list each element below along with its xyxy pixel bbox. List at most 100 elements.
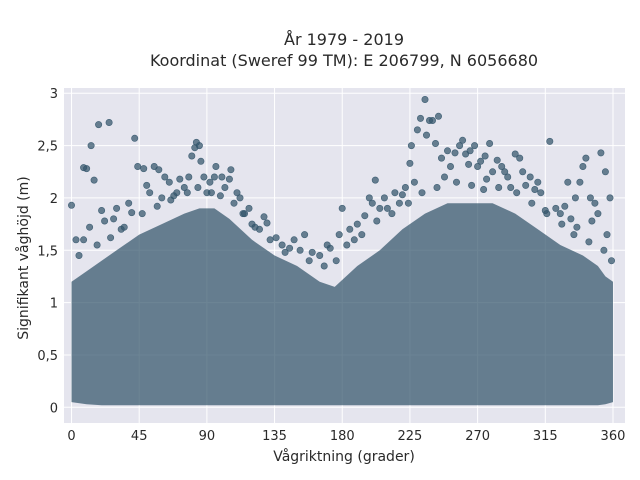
scatter-point bbox=[573, 223, 581, 231]
scatter-point bbox=[585, 238, 593, 246]
scatter-point bbox=[68, 201, 76, 209]
scatter-point bbox=[556, 210, 564, 218]
scatter-point bbox=[194, 184, 202, 192]
scatter-point bbox=[343, 241, 351, 249]
scatter-point bbox=[504, 173, 512, 181]
y-tick-label: 2,5 bbox=[37, 140, 58, 155]
scatter-point bbox=[511, 150, 519, 158]
scatter-point bbox=[474, 163, 482, 171]
scatter-point bbox=[591, 199, 599, 207]
chart-title: År 1979 - 2019 bbox=[284, 30, 404, 49]
scatter-point bbox=[546, 137, 554, 145]
scatter-point bbox=[308, 248, 316, 256]
scatter-point bbox=[134, 163, 142, 171]
scatter-point bbox=[468, 181, 476, 189]
x-axis-title: Vågriktning (grader) bbox=[273, 448, 415, 465]
scatter-point bbox=[105, 119, 113, 127]
scatter-point bbox=[93, 241, 101, 249]
scatter-point bbox=[465, 160, 473, 168]
scatter-point bbox=[128, 209, 136, 217]
scatter-point bbox=[495, 184, 503, 192]
scatter-point bbox=[335, 231, 343, 239]
scatter-point bbox=[588, 217, 596, 225]
scatter-point bbox=[531, 186, 539, 194]
scatter-point bbox=[421, 96, 429, 104]
scatter-point bbox=[607, 257, 615, 265]
scatter-points bbox=[68, 96, 615, 270]
scatter-point bbox=[516, 154, 524, 162]
scatter-point bbox=[446, 163, 454, 171]
scatter-point bbox=[281, 248, 289, 256]
scatter-point bbox=[146, 189, 154, 197]
scatter-point bbox=[418, 189, 426, 197]
scatter-point bbox=[301, 231, 309, 239]
scatter-point bbox=[200, 173, 208, 181]
scatter-point bbox=[125, 199, 133, 207]
scatter-point bbox=[564, 178, 572, 186]
scatter-point bbox=[451, 149, 459, 157]
y-tick-label: 0,5 bbox=[37, 349, 58, 364]
scatter-point bbox=[197, 157, 205, 165]
scatter-point bbox=[443, 147, 451, 155]
dense-point-cloud bbox=[71, 203, 613, 406]
scatter-point bbox=[107, 234, 115, 242]
scatter-point bbox=[395, 199, 403, 207]
scatter-point bbox=[206, 178, 214, 186]
scatter-point bbox=[391, 189, 399, 197]
scatter-point bbox=[245, 204, 253, 212]
scatter-point bbox=[251, 223, 259, 231]
scatter-point bbox=[422, 131, 430, 139]
scatter-point bbox=[239, 210, 247, 218]
scatter-point bbox=[534, 178, 542, 186]
scatter-point bbox=[489, 168, 497, 176]
x-tick-label: 180 bbox=[330, 429, 355, 444]
scatter-point bbox=[236, 194, 244, 202]
scatter-point bbox=[227, 166, 235, 174]
scatter-point bbox=[350, 236, 358, 244]
scatter-point bbox=[230, 199, 238, 207]
scatter-point bbox=[131, 134, 139, 142]
scatter-point bbox=[195, 142, 203, 150]
scatter-point bbox=[398, 191, 406, 199]
scatter-point bbox=[326, 244, 334, 252]
scatter-point bbox=[434, 112, 442, 120]
scatter-point bbox=[266, 236, 274, 244]
x-tick-label: 90 bbox=[199, 429, 216, 444]
scatter-point bbox=[567, 215, 575, 223]
scatter-point bbox=[353, 220, 361, 228]
chart-subtitle: Koordinat (Sweref 99 TM): E 206799, N 60… bbox=[150, 51, 538, 70]
scatter-point bbox=[376, 204, 384, 212]
scatter-point bbox=[101, 217, 109, 225]
scatter-point bbox=[579, 163, 587, 171]
scatter-point bbox=[183, 189, 191, 197]
scatter-point bbox=[433, 184, 441, 192]
scatter-point bbox=[218, 173, 226, 181]
scatter-point bbox=[117, 225, 125, 233]
scatter-point bbox=[466, 147, 474, 155]
y-tick-label: 1 bbox=[50, 297, 58, 312]
scatter-point bbox=[401, 184, 409, 192]
scatter-point bbox=[346, 225, 354, 233]
scatter-point bbox=[365, 194, 373, 202]
scatter-point bbox=[210, 173, 218, 181]
scatter-point bbox=[72, 236, 80, 244]
scatter-point bbox=[486, 140, 494, 148]
scatter-point bbox=[320, 262, 328, 270]
scatter-point bbox=[459, 136, 467, 144]
y-tick-label: 2 bbox=[50, 192, 58, 207]
scatter-point bbox=[383, 204, 391, 212]
scatter-point bbox=[597, 149, 605, 157]
scatter-point bbox=[161, 173, 169, 181]
scatter-point bbox=[75, 252, 83, 260]
scatter-point bbox=[498, 163, 506, 171]
scatter-point bbox=[493, 156, 501, 164]
scatter-point bbox=[113, 204, 121, 212]
scatter-point bbox=[188, 152, 196, 160]
scatter-point bbox=[212, 163, 220, 171]
scatter-point bbox=[233, 189, 241, 197]
scatter-point bbox=[110, 215, 118, 223]
y-tick-label: 1,5 bbox=[37, 244, 58, 259]
scatter-point bbox=[207, 189, 215, 197]
x-tick-label: 135 bbox=[262, 429, 287, 444]
scatter-point bbox=[570, 231, 578, 239]
